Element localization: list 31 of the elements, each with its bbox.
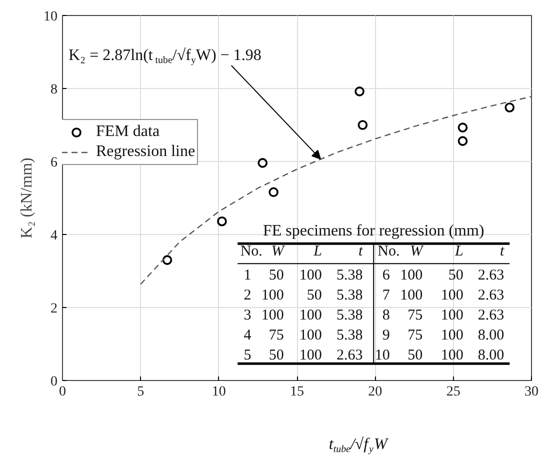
point	[217, 216, 227, 226]
text: 3 100 100 5.38 8 75 100 2.63	[244, 308, 504, 324]
point	[358, 120, 368, 130]
y-tick-label: 8	[50, 82, 58, 98]
point	[258, 158, 268, 168]
annotation: FE specimens for regression (mm)	[262, 222, 484, 240]
legend-label: Regression line	[96, 143, 196, 161]
point	[458, 136, 468, 146]
y-axis-title: K₂ (kN/mm)	[18, 158, 36, 238]
x-tick-label: 20	[368, 384, 382, 400]
point	[458, 122, 468, 132]
point	[162, 255, 172, 265]
x-tick-label: 30	[524, 384, 538, 400]
text: No. W L t No. W L t	[240, 244, 504, 260]
x-tick-label: 5	[137, 384, 144, 400]
point	[354, 86, 364, 96]
legend-label: FEM data	[96, 123, 160, 141]
x-tick-label: 25	[446, 384, 460, 400]
point	[268, 187, 278, 198]
y-tick-label: 0	[50, 374, 58, 390]
text: 1 50 100 5.38 6 100 50 2.63	[244, 268, 504, 284]
point	[504, 102, 515, 112]
text: 4 75 100 5.38 9 75 100 8.00	[244, 328, 504, 344]
text: 5 50 100 2.63 10 50 100 8.00	[244, 348, 504, 364]
x-tick-label: 15	[290, 384, 304, 400]
y-tick-label: 4	[50, 228, 58, 244]
y-tick-label: 6	[50, 156, 58, 170]
x-tick-label: 10	[212, 384, 226, 400]
y-tick-label: 10	[44, 10, 58, 24]
y-tick-label: 2	[50, 302, 58, 316]
text: 2 100 50 5.38 7 100 100 2.63	[244, 288, 504, 304]
